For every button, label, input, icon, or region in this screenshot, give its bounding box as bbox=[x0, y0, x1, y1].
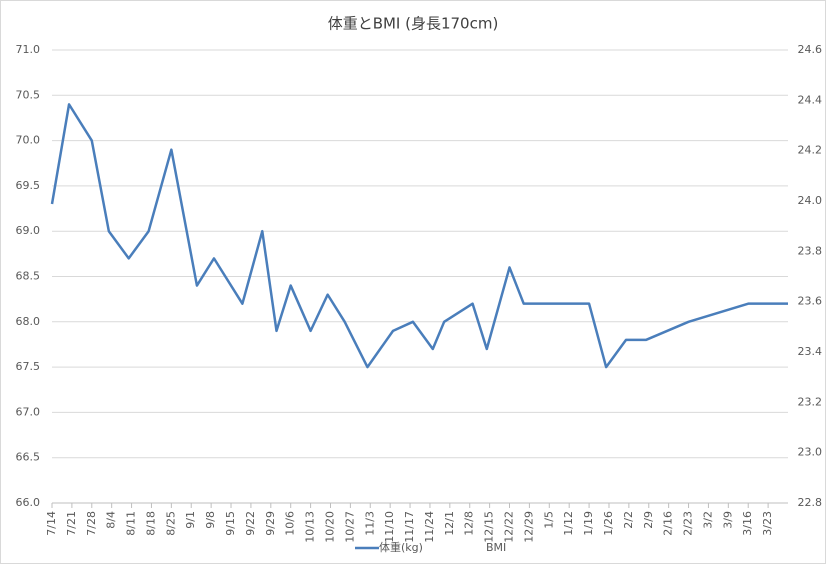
x-tick-label: 10/6 bbox=[284, 511, 297, 536]
x-tick-label: 10/27 bbox=[343, 511, 356, 543]
x-tick-label: 11/17 bbox=[403, 511, 416, 543]
y2-tick-label: 23.4 bbox=[798, 345, 823, 358]
y-tick-label: 70.5 bbox=[16, 88, 41, 101]
series-line bbox=[50, 103, 788, 369]
y2-tick-label: 23.6 bbox=[798, 295, 823, 308]
x-tick-label: 3/16 bbox=[741, 511, 754, 536]
y2-tick-label: 23.2 bbox=[798, 395, 823, 408]
x-tick-label: 7/21 bbox=[65, 511, 78, 536]
legend-label: 体重(kg) bbox=[379, 540, 423, 554]
x-tick-label: 7/28 bbox=[85, 511, 98, 536]
y2-tick-label: 24.0 bbox=[798, 194, 823, 207]
legend-label: BMI bbox=[486, 541, 506, 554]
y-tick-label: 68.0 bbox=[16, 315, 41, 328]
x-tick-label: 3/23 bbox=[761, 511, 774, 536]
x-tick-label: 9/22 bbox=[244, 511, 257, 536]
y-tick-label: 66.0 bbox=[16, 496, 41, 509]
y-tick-label: 69.0 bbox=[16, 224, 41, 237]
x-tick-label: 12/1 bbox=[443, 511, 456, 536]
y-tick-label: 67.0 bbox=[16, 405, 41, 418]
x-tick-label: 2/23 bbox=[682, 511, 695, 536]
y2-tick-label: 24.2 bbox=[798, 144, 823, 157]
x-tick-label: 9/29 bbox=[264, 511, 277, 536]
x-tick-label: 3/9 bbox=[721, 511, 734, 529]
y-tick-label: 69.5 bbox=[16, 179, 41, 192]
y2-tick-label: 24.6 bbox=[798, 43, 823, 56]
y-tick-label: 68.5 bbox=[16, 270, 41, 283]
x-tick-label: 1/19 bbox=[582, 511, 595, 536]
x-tick-label: 8/4 bbox=[105, 511, 118, 529]
y-tick-label: 67.5 bbox=[16, 360, 41, 373]
x-tick-label: 3/2 bbox=[701, 511, 714, 529]
x-tick-label: 11/24 bbox=[423, 511, 436, 543]
x-tick-label: 1/5 bbox=[542, 511, 555, 529]
y2-tick-label: 23.0 bbox=[798, 446, 823, 459]
y-tick-label: 66.5 bbox=[16, 451, 41, 464]
x-tick-label: 7/14 bbox=[45, 511, 58, 536]
y2-tick-label: 24.4 bbox=[798, 93, 823, 106]
x-tick-label: 1/12 bbox=[562, 511, 575, 536]
x-tick-label: 11/3 bbox=[363, 511, 376, 536]
x-tick-label: 10/13 bbox=[304, 511, 317, 543]
x-tick-label: 11/10 bbox=[383, 511, 396, 543]
x-tick-label: 9/1 bbox=[184, 511, 197, 529]
x-tick-label: 2/16 bbox=[662, 511, 675, 536]
y2-tick-label: 23.8 bbox=[798, 244, 823, 257]
x-tick-label: 12/8 bbox=[463, 511, 476, 536]
x-tick-label: 8/11 bbox=[125, 511, 138, 536]
x-tick-label: 2/2 bbox=[622, 511, 635, 529]
y-tick-label: 71.0 bbox=[16, 43, 41, 56]
x-tick-label: 10/20 bbox=[323, 511, 336, 543]
x-tick-label: 2/9 bbox=[642, 511, 655, 529]
x-tick-label: 12/29 bbox=[522, 511, 535, 543]
x-tick-label: 12/15 bbox=[483, 511, 496, 543]
x-tick-label: 9/15 bbox=[224, 511, 237, 536]
x-tick-label: 1/26 bbox=[602, 511, 615, 536]
x-tick-label: 12/22 bbox=[503, 511, 516, 543]
y-tick-label: 70.0 bbox=[16, 134, 41, 147]
y2-tick-label: 22.8 bbox=[798, 496, 823, 509]
x-tick-label: 9/8 bbox=[204, 511, 217, 529]
chart-title: 体重とBMI (身長170cm) bbox=[328, 15, 499, 33]
x-tick-label: 8/25 bbox=[164, 511, 177, 536]
x-tick-label: 8/18 bbox=[144, 511, 157, 536]
